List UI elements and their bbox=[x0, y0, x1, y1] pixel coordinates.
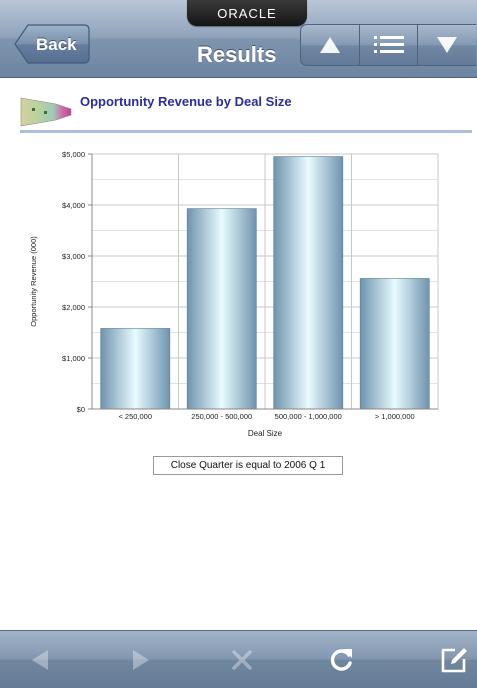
brand-label: ORACLE bbox=[217, 5, 277, 21]
bar bbox=[273, 156, 344, 410]
browser-back-button[interactable] bbox=[23, 643, 57, 677]
y-axis-title: Opportunity Revenue (000) bbox=[29, 236, 38, 327]
navigation-bar: ORACLE Back Results bbox=[0, 0, 477, 78]
y-tick-label: $5,000 bbox=[62, 150, 85, 159]
y-tick-label: $2,000 bbox=[62, 303, 85, 312]
x-tick-label: 250,000 - 500,000 bbox=[191, 412, 252, 421]
compose-icon bbox=[441, 648, 467, 673]
stop-button[interactable] bbox=[225, 643, 259, 677]
filter-description: Close Quarter is equal to 2006 Q 1 bbox=[153, 456, 343, 475]
x-tick-label: > 1,000,000 bbox=[375, 412, 415, 421]
triangle-down-icon bbox=[437, 37, 458, 53]
axes bbox=[88, 153, 438, 410]
y-tick-label: $4,000 bbox=[62, 201, 85, 210]
axis-labels: $0 $1,000 $2,000 $3,000 $4,000 $5,000 < 250,00… bbox=[29, 150, 415, 438]
x-tick-label: < 250,000 bbox=[118, 412, 152, 421]
browser-forward-button[interactable] bbox=[124, 643, 158, 677]
bottom-toolbar bbox=[0, 630, 477, 688]
back-arrow-icon bbox=[32, 650, 48, 670]
previous-button[interactable] bbox=[301, 25, 360, 65]
bar bbox=[359, 278, 430, 410]
report-title: Opportunity Revenue by Deal Size bbox=[80, 94, 292, 109]
oracle-logo: ORACLE bbox=[187, 0, 307, 26]
next-button[interactable] bbox=[418, 25, 476, 65]
back-button-shape bbox=[14, 24, 90, 64]
triangle-up-icon bbox=[319, 37, 340, 53]
navigation-segmented-control bbox=[300, 24, 476, 66]
bar bbox=[100, 328, 171, 410]
x-axis-title: Deal Size bbox=[248, 429, 283, 438]
list-icon bbox=[373, 36, 404, 53]
back-button-label: Back bbox=[36, 35, 77, 54]
page-title: Results bbox=[197, 42, 277, 67]
refresh-icon bbox=[330, 649, 352, 671]
bar bbox=[186, 208, 257, 410]
header-divider bbox=[20, 130, 472, 133]
y-tick-label: $3,000 bbox=[62, 252, 85, 261]
bar-chart-svg: $0 $1,000 $2,000 $3,000 $4,000 $5,000 < 250,00… bbox=[29, 150, 439, 438]
back-button[interactable]: Back bbox=[14, 24, 90, 64]
y-tick-label: $0 bbox=[77, 405, 85, 414]
bars bbox=[100, 156, 430, 410]
x-tick-label: 500,000 - 1,000,000 bbox=[275, 412, 342, 421]
stop-icon bbox=[232, 650, 252, 670]
refresh-button[interactable] bbox=[325, 643, 359, 677]
y-tick-label: $1,000 bbox=[62, 354, 85, 363]
funnel-chart-icon bbox=[20, 97, 72, 127]
list-button[interactable] bbox=[360, 25, 419, 65]
forward-arrow-icon bbox=[133, 650, 149, 670]
bar-chart: $0 $1,000 $2,000 $3,000 $4,000 $5,000 < 250,00… bbox=[24, 144, 444, 446]
compose-button[interactable] bbox=[437, 643, 471, 677]
report-header: Opportunity Revenue by Deal Size bbox=[0, 78, 477, 134]
